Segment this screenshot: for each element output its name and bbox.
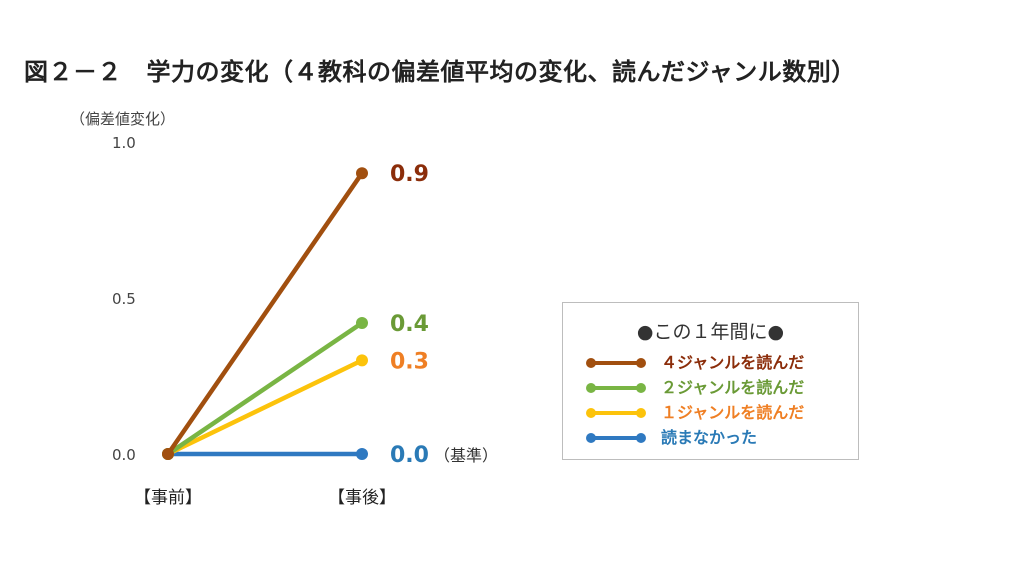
x-tick-label: 【事前】 (134, 488, 202, 508)
series-line (165, 358, 365, 457)
legend-label: 読まなかった (661, 428, 758, 447)
data-label: 0.4 (390, 312, 429, 337)
data-point (162, 448, 174, 460)
data-point (356, 448, 368, 460)
data-label: 0.0 (390, 443, 429, 468)
legend-swatch-marker (636, 408, 646, 418)
legend-label: ４ジャンルを読んだ (661, 353, 805, 372)
legend: ●この１年間に● ４ジャンルを読んだ ２ジャンルを読んだ １ジャンルを読んだ 読まなか… (562, 302, 859, 460)
legend-swatch-marker (586, 408, 596, 418)
legend-swatch-marker (586, 358, 596, 368)
legend-swatch (586, 358, 646, 368)
data-point (356, 354, 368, 367)
legend-label: ２ジャンルを読んだ (661, 378, 805, 397)
y-tick-label: 0.5 (112, 290, 136, 308)
series-line (165, 320, 365, 457)
y-axis-label: （偏差値変化） (70, 110, 175, 128)
legend-swatch-marker (636, 433, 646, 443)
legend-title: ●この１年間に● (636, 321, 785, 343)
legend-swatch-marker (586, 433, 596, 443)
y-tick-label: 0.0 (112, 446, 136, 464)
data-label: 0.3 (390, 349, 429, 374)
legend-swatch (586, 408, 646, 418)
y-tick-label: 1.0 (112, 134, 136, 152)
data-label: 0.9 (390, 162, 429, 187)
legend-swatch-marker (586, 383, 596, 393)
x-tick-label: 【事後】 (328, 488, 396, 508)
legend-swatch (586, 433, 646, 443)
chart-title: 図２－２ 学力の変化（４教科の偏差値平均の変化、読んだジャンル数別） (24, 58, 856, 86)
legend-swatch (586, 383, 646, 393)
legend-label: １ジャンルを読んだ (661, 403, 805, 422)
series-line (165, 170, 365, 457)
data-point (356, 316, 368, 329)
legend-swatch-marker (636, 383, 646, 393)
baseline-note: （基準） (434, 446, 498, 465)
data-point (356, 167, 368, 180)
legend-swatch-marker (636, 358, 646, 368)
